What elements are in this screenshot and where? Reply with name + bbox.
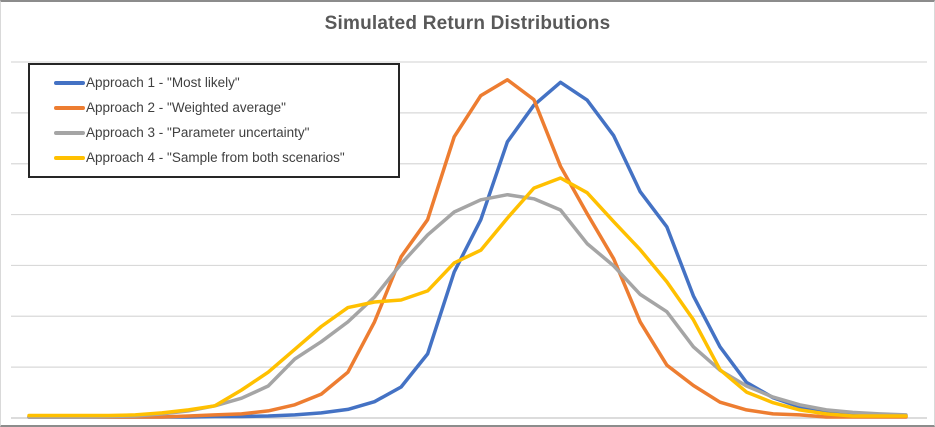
chart-title: Simulated Return Distributions [324, 13, 611, 34]
legend-label: Approach 4 - "Sample from both scenarios… [86, 150, 345, 165]
legend: Approach 1 - "Most likely" Approach 2 - "… [28, 63, 400, 178]
legend-label: Approach 1 - "Most likely" [86, 75, 240, 90]
series-line [27, 78, 908, 419]
legend-swatch [54, 105, 85, 110]
series-line [27, 192, 908, 419]
legend-swatch [54, 80, 85, 85]
legend-item: Approach 2 - "Weighted average" [30, 95, 398, 120]
series-lines [27, 78, 908, 419]
gridlines [11, 61, 927, 419]
legend-swatch [54, 155, 85, 160]
legend-swatch [54, 130, 85, 135]
series-line [27, 176, 908, 418]
legend-label: Approach 2 - "Weighted average" [86, 100, 286, 115]
legend-item: Approach 4 - "Sample from both scenarios… [30, 145, 398, 170]
legend-item: Approach 1 - "Most likely" [30, 70, 398, 95]
legend-label: Approach 3 - "Parameter uncertainty" [86, 125, 310, 140]
legend-item: Approach 3 - "Parameter uncertainty" [30, 120, 398, 145]
